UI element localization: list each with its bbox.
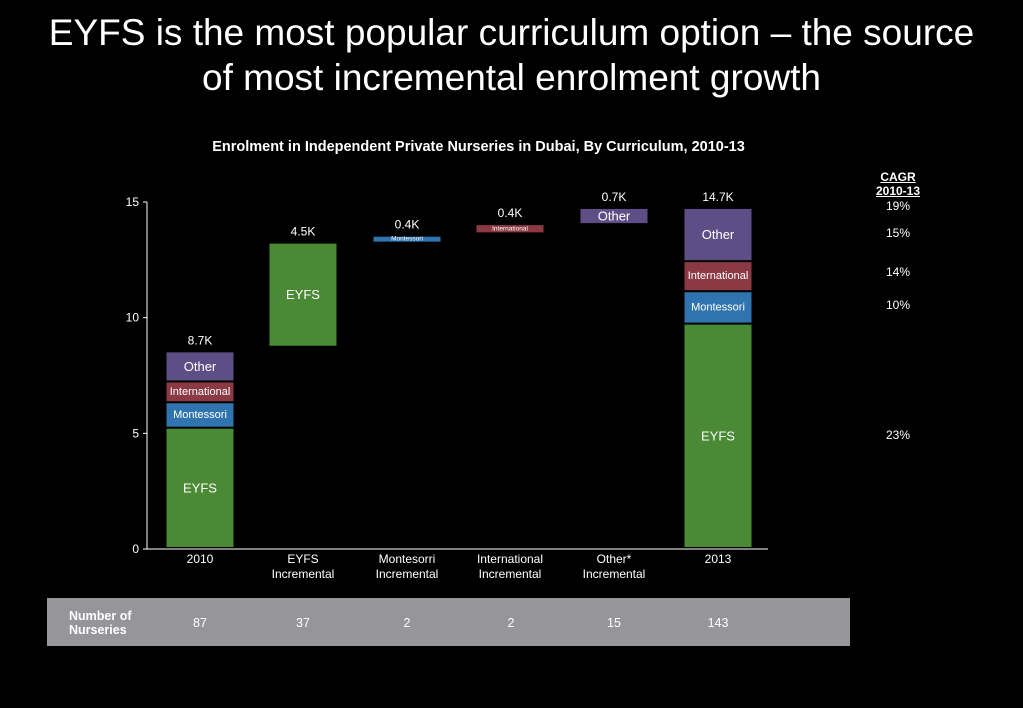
x-category-label: Incremental	[479, 567, 542, 581]
bar-segment-montessori	[373, 236, 441, 242]
x-category-label: Incremental	[376, 567, 439, 581]
y-tick-label-0: 0	[132, 542, 139, 556]
bar-segment-label-eyfs: EYFS	[701, 428, 735, 443]
bar-segment-international	[476, 225, 544, 233]
bar-segment-label-international: International	[492, 225, 528, 232]
bar-segment-montessori	[166, 403, 234, 427]
x-category-label: Other*	[597, 552, 632, 566]
bar-segment-montessori	[684, 292, 752, 323]
bar-segment-label-eyfs: EYFS	[286, 287, 320, 302]
bar-total-label: 8.7K	[188, 333, 213, 347]
bar-segment-label-eyfs: EYFS	[183, 480, 217, 495]
bar-total-label: 0.7K	[602, 190, 627, 204]
x-category-label: Incremental	[583, 567, 646, 581]
bar-segment-eyfs	[269, 243, 337, 346]
x-category-label: 2010	[187, 552, 214, 566]
nurseries-label-line-1: Number of	[69, 609, 132, 623]
chart-title: Enrolment in Independent Private Nurseri…	[212, 139, 745, 155]
nurseries-count-other-incremental: 15	[607, 616, 621, 630]
x-category-label: 2013	[705, 552, 732, 566]
nurseries-count-2013: 143	[707, 616, 729, 630]
cagr-montessori-value: 10%	[885, 298, 911, 312]
nurseries-table: Number of Nurseries 87 37 2 2 15 143	[47, 598, 850, 646]
slide-title-line-1: EYFS is the most popular curriculum opti…	[48, 12, 975, 53]
bar-segment-other	[684, 208, 752, 261]
bar-segment-label-montessori: Montessori	[391, 236, 423, 243]
cagr-other-value: 15%	[885, 226, 911, 240]
nurseries-count-eyfs-incremental: 37	[296, 616, 310, 630]
bar-segment-label-montessori: Montessori	[691, 301, 745, 313]
bar-segment-international	[684, 262, 752, 291]
y-tick-label-15: 15	[126, 195, 140, 209]
x-category-label: Incremental	[272, 567, 335, 581]
x-category-label: Montesorri	[379, 552, 436, 566]
x-category-label: EYFS	[287, 552, 318, 566]
cagr-heading: CAGR 2010-13	[858, 170, 938, 198]
cagr-total-value: 19%	[885, 199, 911, 213]
bar-segment-label-other: Other	[184, 359, 217, 374]
y-tick-label-10: 10	[126, 311, 140, 325]
bar-segment-eyfs	[166, 428, 234, 547]
bar-total-label: 0.4K	[498, 206, 523, 220]
bar-total-label: 4.5K	[291, 225, 316, 239]
bar-segment-label-montessori: Montessori	[173, 409, 227, 421]
slide-title-line-2: of most incremental enrolment growth	[202, 57, 821, 98]
bar-segment-label-international: International	[170, 386, 231, 398]
y-tick-label-5: 5	[132, 426, 139, 440]
bar-segment-label-other: Other	[702, 227, 735, 242]
cagr-eyfs-value: 23%	[885, 428, 911, 442]
bar-total-label: 14.7K	[702, 190, 733, 204]
cagr-international-value: 14%	[885, 265, 911, 279]
bar-segment-other	[580, 208, 648, 224]
bar-segment-label-international: International	[688, 270, 749, 282]
x-category-label: International	[477, 552, 543, 566]
bar-total-label: 0.4K	[395, 218, 420, 232]
nurseries-count-montessori-incremental: 2	[403, 616, 411, 630]
bar-segment-international	[166, 382, 234, 402]
bar-segment-eyfs	[684, 324, 752, 547]
cagr-heading-line-2: 2010-13	[875, 184, 921, 198]
nurseries-count-international-incremental: 2	[507, 616, 515, 630]
nurseries-count-2010: 87	[193, 616, 207, 630]
cagr-heading-line-1: CAGR	[880, 170, 916, 184]
nurseries-label: Number of Nurseries	[69, 609, 132, 637]
nurseries-label-line-2: Nurseries	[69, 623, 127, 637]
bar-segment-label-other: Other	[598, 209, 631, 224]
slide-title: EYFS is the most popular curriculum opti…	[0, 10, 1023, 100]
bar-segment-other	[166, 352, 234, 381]
